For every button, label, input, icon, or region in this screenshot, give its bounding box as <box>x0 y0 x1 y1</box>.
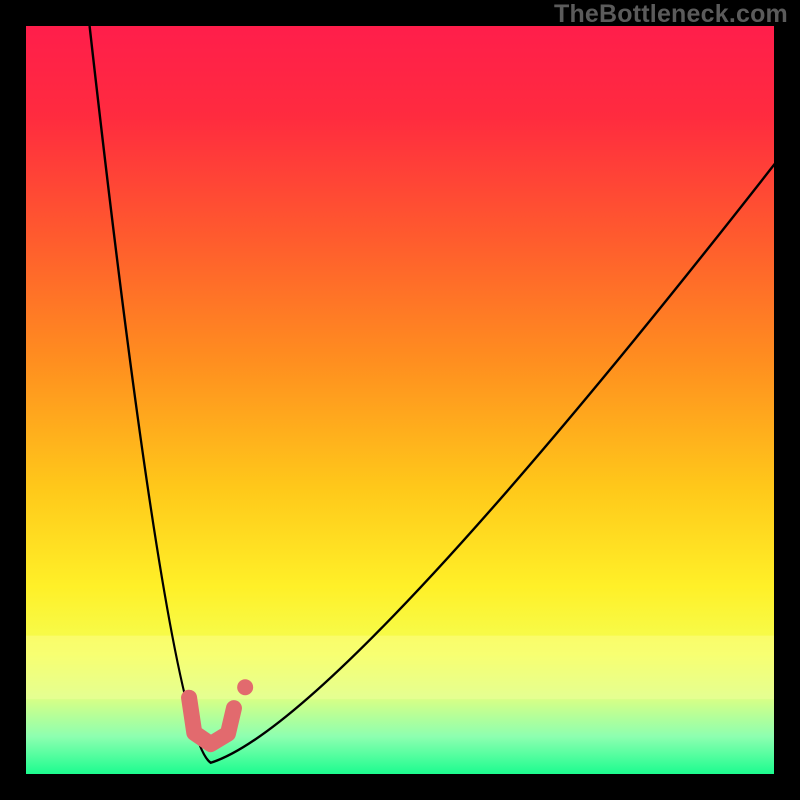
pale-band <box>26 636 774 700</box>
watermark-text: TheBottleneck.com <box>554 0 788 29</box>
figure-root: TheBottleneck.com <box>0 0 800 800</box>
highlight-dot <box>237 679 253 695</box>
plot-svg <box>0 0 800 800</box>
